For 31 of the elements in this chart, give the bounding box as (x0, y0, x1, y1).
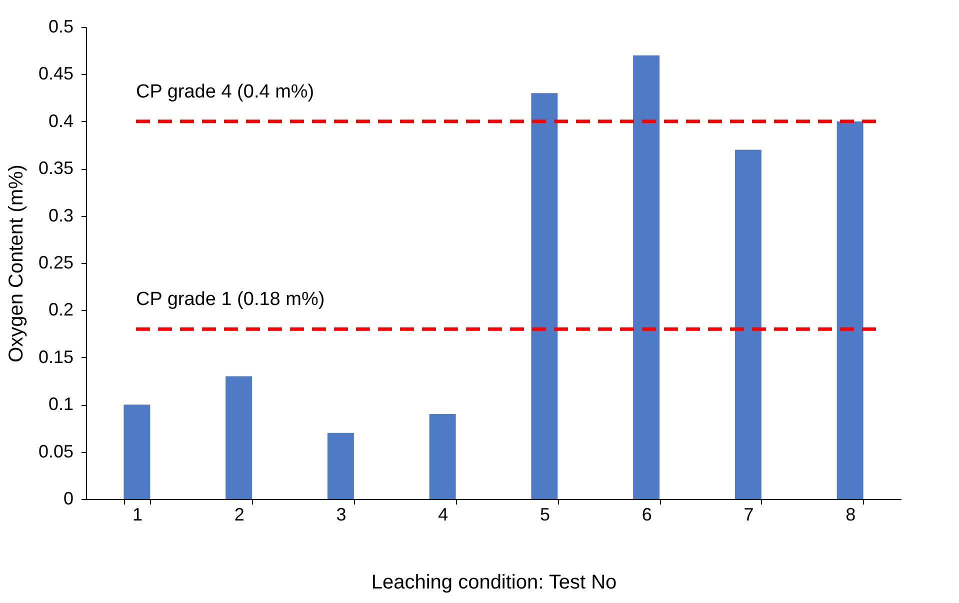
x-axis-title: Leaching condition: Test No (371, 572, 617, 594)
bar (633, 55, 660, 499)
x-tick-label: 5 (540, 504, 550, 524)
x-tick-label: 6 (642, 504, 652, 524)
y-tick-label: 0.2 (48, 300, 74, 320)
ref-line-label: CP grade 4 (0.4 m%) (136, 81, 314, 102)
y-tick-label: 0.05 (38, 441, 74, 462)
y-tick-label: 0.15 (38, 346, 74, 367)
bar (734, 150, 762, 499)
x-tick-label: 3 (336, 504, 346, 524)
y-tick-label: 0.1 (48, 394, 74, 414)
ref-line-label: CP grade 1 (0.18 m%) (136, 289, 325, 310)
x-tick-label: 4 (438, 504, 448, 524)
x-tick-label: 2 (234, 504, 244, 524)
y-tick-label: 0.25 (38, 252, 74, 272)
y-tick-label: 0 (63, 488, 74, 508)
y-tick-label: 0.3 (48, 205, 74, 226)
bar (124, 404, 150, 499)
bar (327, 432, 354, 499)
y-tick-label: 0.5 (48, 16, 74, 36)
bar (429, 414, 456, 499)
y-axis-title: Oxygen Content (m%) (5, 164, 28, 362)
y-tick-label: 0.45 (38, 64, 74, 84)
x-tick-label: 7 (744, 504, 754, 524)
bar (836, 121, 864, 499)
y-tick-label: 0.4 (48, 110, 74, 131)
x-tick-label: 1 (132, 504, 142, 524)
y-tick-label: 0.35 (38, 158, 74, 178)
x-tick-label: 8 (846, 504, 856, 524)
bar (531, 93, 558, 499)
bar (226, 376, 252, 499)
